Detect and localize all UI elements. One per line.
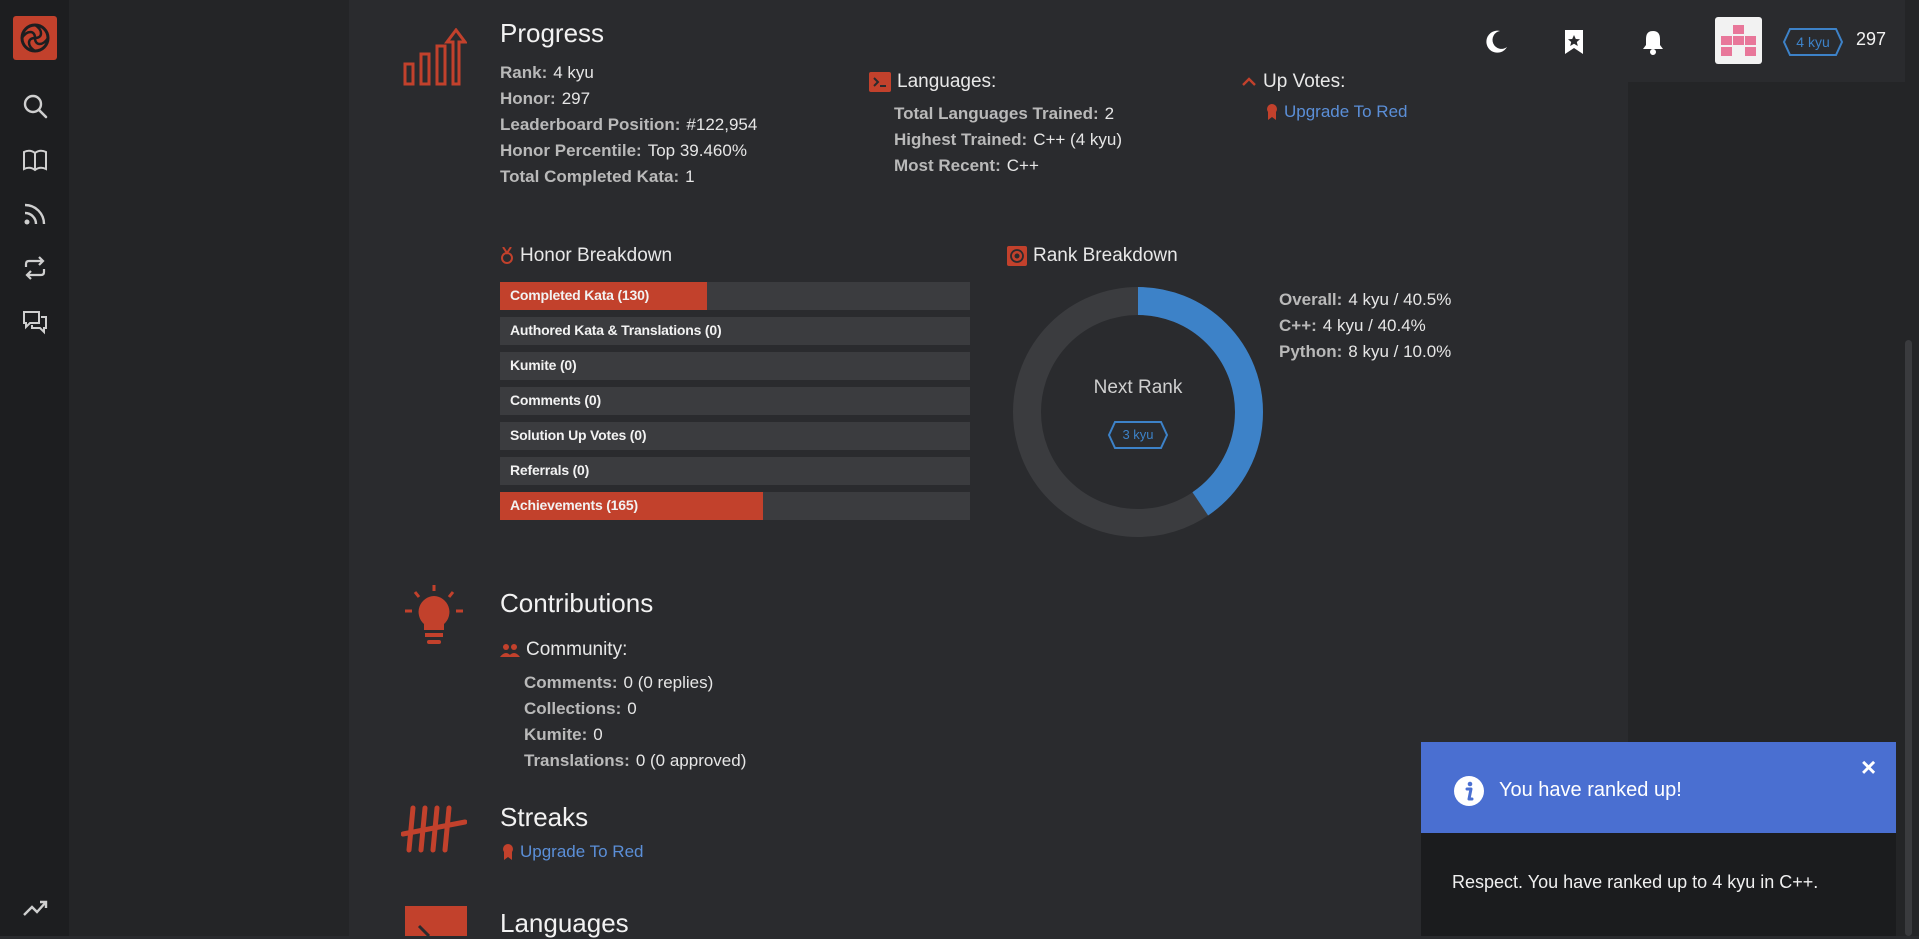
honor-bar-label: Solution Up Votes (0) — [510, 427, 647, 443]
next-rank-label: 3 kyu — [1122, 427, 1154, 442]
stat-total-languages: Total Languages Trained: 2 — [894, 104, 1115, 123]
codewars-logo-icon[interactable] — [13, 16, 57, 60]
notification-bell-icon[interactable] — [1633, 22, 1673, 62]
next-rank-badge: 3 kyu — [1107, 420, 1169, 450]
tally-marks-icon — [400, 804, 468, 854]
stat-most-recent: Most Recent: C++ — [894, 156, 1039, 175]
rank-overall: Overall: 4 kyu / 40.5% — [1279, 290, 1452, 309]
scrollbar[interactable] — [1905, 340, 1912, 936]
community-heading: Community: — [500, 639, 627, 661]
lightbulb-icon — [403, 584, 465, 652]
progress-stats: Rank: 4 kyu Honor: 297 Leaderboard Positio… — [500, 60, 757, 190]
avatar[interactable] — [1715, 17, 1762, 64]
toast-title: You have ranked up! — [1499, 779, 1682, 801]
upvotes-upgrade-link[interactable]: Upgrade To Red — [1284, 102, 1408, 121]
honor-bar-fill — [500, 492, 764, 520]
toast-header: You have ranked up! × — [1421, 742, 1896, 833]
honor-breakdown-heading: Honor Breakdown — [500, 245, 672, 267]
contributions-title: Contributions — [500, 588, 654, 618]
honor-bar-label: Completed Kata (130) — [510, 287, 650, 303]
stat-leaderboard: Leaderboard Position: #122,954 — [500, 115, 758, 134]
honor-bar-label: Authored Kata & Translations (0) — [510, 322, 722, 338]
donut-progress-arc — [1013, 287, 1263, 537]
honor-bar: Kumite (0) — [500, 352, 970, 380]
upvotes-heading: Up Votes: — [1241, 71, 1345, 93]
rank-breakdown-heading: Rank Breakdown — [1007, 245, 1178, 267]
contrib-kumite: Kumite: 0 — [524, 725, 603, 744]
left-nav — [0, 0, 69, 936]
rank-badge-label: 4 kyu — [1796, 34, 1830, 50]
rank-cpp: C++: 4 kyu / 40.4% — [1279, 316, 1426, 335]
chevron-up-icon — [1242, 77, 1256, 86]
bookmark-star-icon[interactable] — [1554, 22, 1594, 62]
search-icon[interactable] — [17, 88, 53, 124]
left-gutter — [69, 0, 349, 936]
stat-highest-trained: Highest Trained: C++ (4 kyu) — [894, 130, 1122, 149]
community-users-icon — [500, 644, 520, 657]
honor-count: 297 — [1856, 29, 1887, 49]
toast-body: Respect. You have ranked up to 4 kyu in … — [1421, 833, 1896, 936]
medal-icon — [501, 247, 513, 264]
honor-bar: Comments (0) — [500, 387, 970, 415]
honor-bar: Completed Kata (130) — [500, 282, 970, 310]
upvotes-upgrade-row: Upgrade To Red — [1266, 102, 1408, 122]
stat-rank: Rank: 4 kyu — [500, 63, 594, 82]
book-icon[interactable] — [17, 142, 53, 178]
rank-python: Python: 8 kyu / 10.0% — [1279, 342, 1452, 361]
ribbon-icon — [503, 844, 513, 860]
contrib-comments: Comments: 0 (0 replies) — [524, 673, 714, 692]
honor-bar-fill — [500, 282, 707, 310]
honor-bar-label: Achievements (165) — [510, 497, 638, 513]
progress-title: Progress — [500, 18, 605, 48]
toast-close-button[interactable]: × — [1861, 752, 1877, 782]
languages-stats: Total Languages Trained: 2 Highest Traine… — [894, 101, 1122, 179]
languages-terminal-icon — [405, 906, 467, 936]
donut-center-label: Next Rank — [1093, 377, 1183, 398]
honor-bar: Authored Kata & Translations (0) — [500, 317, 970, 345]
languages-heading: Languages: — [869, 71, 996, 93]
honor-bar-label: Kumite (0) — [510, 357, 577, 373]
info-icon — [1453, 775, 1485, 807]
progress-chart-icon — [401, 27, 468, 88]
repeat-icon[interactable] — [17, 250, 53, 286]
stat-percentile: Honor Percentile: Top 39.460% — [500, 141, 747, 160]
streaks-title: Streaks — [500, 802, 589, 832]
terminal-icon — [869, 72, 891, 92]
honor-bar: Referrals (0) — [500, 457, 970, 485]
rank-badge[interactable]: 4 kyu — [1782, 27, 1844, 57]
honor-bar: Solution Up Votes (0) — [500, 422, 970, 450]
contrib-collections: Collections: 0 — [524, 699, 637, 718]
contrib-translations: Translations: 0 (0 approved) — [524, 751, 747, 770]
stat-completed-kata: Total Completed Kata: 1 — [500, 167, 695, 186]
honor-bar-label: Comments (0) — [510, 392, 601, 408]
honor-bar-label: Referrals (0) — [510, 462, 590, 478]
top-bar: 4 kyu 297 — [1455, 0, 1905, 82]
streaks-upgrade-link[interactable]: Upgrade To Red — [520, 842, 644, 861]
rank-donut-chart — [1013, 287, 1263, 537]
languages-section-title: Languages — [500, 908, 629, 938]
streaks-upgrade-row: Upgrade To Red — [502, 842, 644, 862]
honor-bar: Achievements (165) — [500, 492, 970, 520]
chat-icon[interactable] — [17, 304, 53, 340]
rank-stats: Overall: 4 kyu / 40.5% C++: 4 kyu / 40.4% … — [1279, 287, 1451, 365]
community-stats: Comments: 0 (0 replies) Collections: 0 Kum… — [524, 670, 746, 774]
target-icon — [1007, 246, 1027, 266]
feed-icon[interactable] — [17, 196, 53, 232]
stat-honor: Honor: 297 — [500, 89, 591, 108]
trending-icon[interactable] — [17, 890, 53, 926]
toast-message: Respect. You have ranked up to 4 kyu in … — [1452, 872, 1819, 892]
dark-mode-moon-icon[interactable] — [1476, 22, 1516, 62]
ribbon-icon — [1267, 104, 1277, 120]
